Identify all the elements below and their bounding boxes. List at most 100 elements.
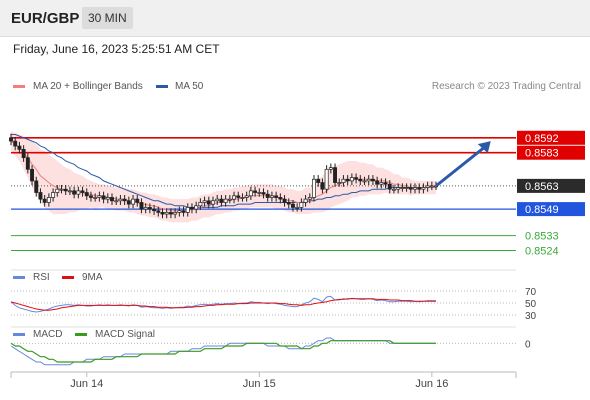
- candle-body: [265, 193, 270, 198]
- candle-body: [51, 192, 56, 198]
- candle-body: [425, 185, 430, 188]
- candle-body: [110, 197, 114, 202]
- rsi-tick-label-0: 70: [525, 287, 537, 298]
- x-tick-label-2: Jun 16: [415, 378, 448, 390]
- date-time-label: Friday, June 16, 2023 5:25:51 AM CET: [13, 42, 220, 56]
- rsi-ma-legend-label: 9MA: [82, 272, 103, 283]
- candle-body: [194, 205, 199, 210]
- rsi-tick-label-1: 50: [525, 299, 537, 310]
- candle-body: [89, 195, 93, 198]
- resistance-level-tag-1: [517, 145, 585, 160]
- candle-body: [30, 168, 34, 182]
- candle-body: [299, 202, 304, 208]
- macd-line: [10, 337, 436, 366]
- candle-body: [152, 208, 157, 212]
- candle-body: [295, 207, 300, 209]
- candle-body: [168, 212, 173, 215]
- macd-signal-legend-swatch: [75, 333, 87, 336]
- candle-body: [320, 182, 325, 190]
- candle-body: [349, 177, 354, 182]
- candle-body: [164, 212, 169, 215]
- ma50-legend-label: MA 50: [175, 81, 204, 92]
- candle-body: [93, 197, 98, 199]
- candle-body: [177, 210, 182, 213]
- candle-body: [278, 197, 283, 200]
- candle-body: [13, 140, 18, 147]
- rsi-tick-label-2: 30: [525, 311, 537, 322]
- candle-body: [46, 197, 51, 203]
- candle-body: [38, 192, 43, 200]
- candle-body: [269, 195, 274, 198]
- macd-signal-legend-label: MACD Signal: [95, 329, 156, 340]
- candle-body: [291, 203, 295, 208]
- macd-signal-line: [10, 340, 436, 363]
- candle-body: [143, 207, 148, 210]
- candle-body: [105, 197, 110, 200]
- forecast-arrow-line: [435, 145, 486, 188]
- candle-body: [333, 167, 337, 183]
- chart-header: EUR/GBP 30 MIN: [0, 0, 590, 37]
- candle-body: [21, 149, 26, 159]
- macd-legend-label: MACD: [33, 329, 63, 340]
- macd-legend-swatch: [13, 333, 25, 336]
- candle-body: [383, 182, 388, 185]
- candle-body: [417, 187, 422, 190]
- resistance-level-label-1: 0.8583: [525, 148, 559, 160]
- candle-body: [198, 202, 203, 207]
- rsi-ma-line: [10, 298, 436, 311]
- candle-body: [97, 195, 102, 198]
- ma50-line: [11, 134, 436, 208]
- candle-body: [232, 195, 236, 200]
- candle-body: [307, 197, 312, 200]
- candle-body: [324, 168, 329, 190]
- candle-body: [261, 192, 266, 195]
- timeframe-button[interactable]: 30 MIN: [82, 7, 133, 29]
- candle-body: [34, 180, 39, 193]
- resistance-level-label-0: 0.8592: [525, 133, 559, 145]
- candle-body: [55, 188, 60, 193]
- candle-body: [396, 187, 401, 190]
- candle-body: [244, 195, 249, 198]
- candle-body: [408, 187, 413, 190]
- candle-body: [67, 190, 72, 193]
- candle-body: [257, 192, 262, 194]
- candle-body: [215, 198, 220, 202]
- candle-body: [392, 188, 396, 191]
- candle-body: [375, 180, 380, 185]
- candle-body: [190, 207, 194, 210]
- candle-body: [341, 178, 346, 183]
- candle-body: [25, 157, 30, 170]
- candle-body: [362, 180, 367, 183]
- candle-body: [316, 178, 321, 183]
- support-level-label-3: 0.8549: [525, 204, 559, 216]
- candle-body: [135, 198, 140, 203]
- candle-body: [156, 210, 161, 213]
- candle-body: [202, 200, 207, 203]
- candle-body: [303, 198, 308, 203]
- candle-body: [253, 190, 258, 193]
- candle-body: [114, 200, 119, 203]
- candle-body: [185, 207, 190, 213]
- support-level-tag-3: [517, 202, 585, 217]
- candle-body: [282, 198, 287, 203]
- candle-body: [248, 190, 253, 197]
- candle-body: [223, 198, 228, 203]
- candle-body: [236, 195, 241, 198]
- candle-body: [118, 198, 123, 202]
- candle-body: [421, 187, 426, 190]
- candle-body: [181, 210, 186, 213]
- candle-body: [328, 167, 333, 170]
- candle-body: [337, 182, 342, 184]
- candle-body: [286, 202, 291, 205]
- rsi-legend-swatch: [13, 276, 25, 279]
- candle-body: [354, 177, 359, 180]
- candle-body: [72, 190, 77, 195]
- candle-body: [84, 192, 89, 197]
- candle-body: [227, 198, 232, 201]
- forecast-arrow-head: [477, 141, 491, 154]
- candle-body: [160, 212, 165, 215]
- candle-body: [429, 185, 434, 188]
- ma50-legend-swatch: [156, 85, 168, 88]
- candle-body: [345, 178, 350, 182]
